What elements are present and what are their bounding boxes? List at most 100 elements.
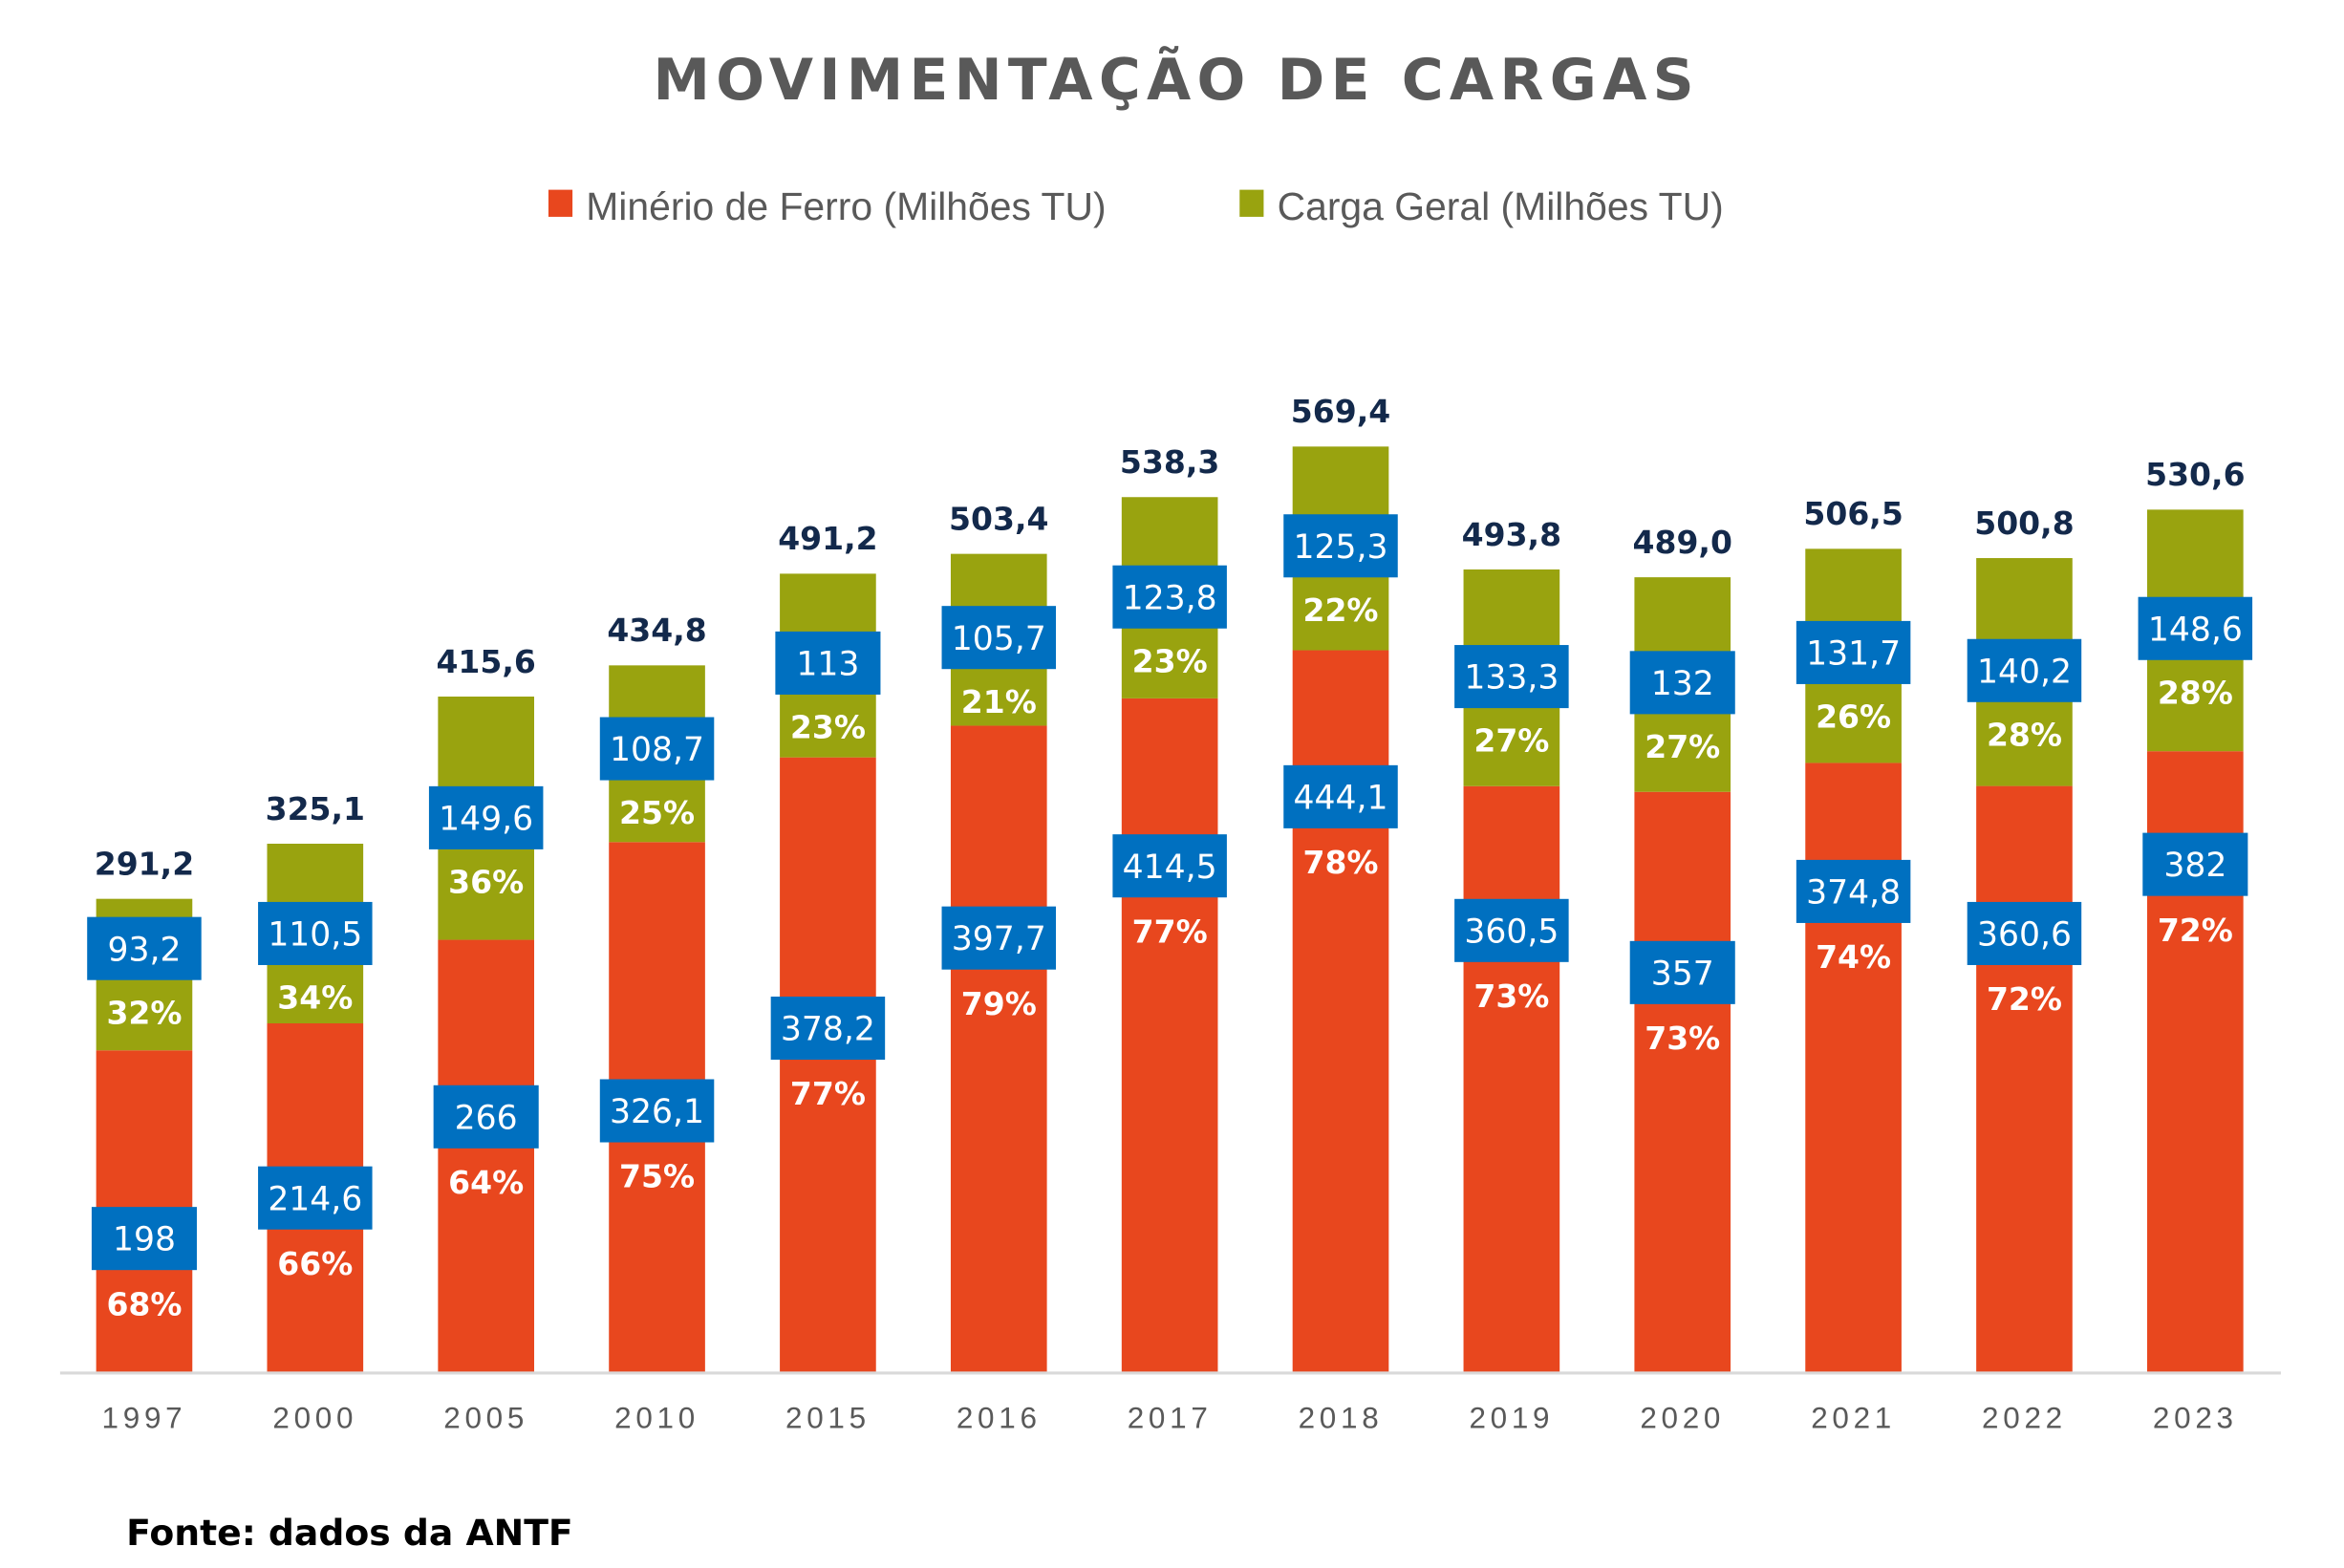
- source-note: Fonte: dados da ANTF: [126, 1512, 573, 1554]
- cargo-value-label-2022-box: [1967, 638, 2082, 702]
- cargo-percent-label-2021: 26%: [1816, 698, 1891, 736]
- total-label-2018: 569,4: [1291, 393, 1390, 430]
- cargo-value-label-1997: 93,2: [107, 931, 181, 969]
- cargo-value-label-2010: 108,7: [610, 731, 704, 769]
- cargo-value-label-2023: 148,6: [2148, 611, 2243, 649]
- bar-ore-2015: [780, 757, 876, 1373]
- x-tick-label-2015: 2015: [785, 1401, 871, 1434]
- cargo-percent-label-2018: 22%: [1302, 591, 1378, 629]
- total-label-2010: 434,8: [607, 612, 706, 649]
- x-tick-label-2010: 2010: [614, 1401, 699, 1434]
- legend-label-ore: Minério de Ferro (Milhões TU): [586, 184, 1106, 228]
- cargo-percent-label-2017: 23%: [1132, 642, 1208, 679]
- cargo-value-label-2023-box: [2138, 596, 2253, 660]
- ore-value-label-2015-box: [770, 996, 886, 1061]
- x-tick-label-2023: 2023: [2153, 1401, 2238, 1434]
- ore-value-label-1997: 198: [113, 1221, 176, 1259]
- ore-value-label-2020: 357: [1651, 955, 1714, 993]
- bar-ore-2005: [438, 939, 535, 1373]
- bar-ore-2022: [1976, 785, 2073, 1373]
- ore-value-label-2005-box: [433, 1085, 539, 1149]
- ore-percent-label-2016: 79%: [961, 985, 1037, 1022]
- ore-percent-label-2022: 72%: [1987, 980, 2062, 1018]
- total-label-2000: 325,1: [266, 790, 365, 827]
- cargo-value-label-2021-box: [1796, 620, 1911, 684]
- cargo-percent-label-1997: 32%: [106, 994, 182, 1031]
- ore-percent-label-1997: 68%: [106, 1285, 182, 1322]
- cargo-percent-label-2005: 36%: [448, 864, 524, 901]
- cargo-value-label-2005: 149,6: [439, 800, 533, 838]
- cargo-value-label-2016: 105,7: [952, 620, 1046, 658]
- ore-value-label-2023-box: [2142, 832, 2248, 896]
- cargo-value-label-2021: 131,7: [1806, 634, 1901, 673]
- bar-ore-2018: [1292, 650, 1389, 1373]
- cargo-value-label-1997-box: [87, 916, 202, 980]
- legend-label-cargo: Carga Geral (Milhões TU): [1278, 184, 1724, 228]
- cargo-value-label-2018: 125,3: [1294, 528, 1388, 567]
- x-tick-label-2018: 2018: [1299, 1401, 1384, 1434]
- cargo-value-label-2018-box: [1283, 514, 1398, 578]
- x-tick-label-2016: 2016: [957, 1401, 1042, 1434]
- bar-ore-2020: [1634, 791, 1731, 1373]
- ore-percent-label-2019: 73%: [1473, 977, 1549, 1015]
- ore-value-label-2020-box: [1629, 940, 1735, 1004]
- cargo-percent-label-2010: 25%: [619, 794, 695, 831]
- cargo-percent-label-2019: 27%: [1473, 722, 1549, 760]
- ore-value-label-2019-box: [1454, 898, 1569, 962]
- total-label-2016: 503,4: [949, 500, 1048, 537]
- ore-percent-label-2000: 66%: [277, 1245, 353, 1282]
- legend-swatch-cargo: [1239, 189, 1264, 217]
- x-tick-label-1997: 1997: [102, 1401, 187, 1434]
- cargo-value-label-2020: 132: [1651, 665, 1714, 703]
- ore-percent-label-2023: 72%: [2158, 912, 2233, 949]
- x-tick-label-2005: 2005: [443, 1401, 528, 1434]
- legend: Minério de Ferro (Milhões TU) Carga Gera…: [548, 184, 1724, 228]
- ore-value-label-2010: 326,1: [610, 1093, 704, 1131]
- ore-value-label-2010-box: [599, 1079, 715, 1143]
- ore-percent-label-2015: 77%: [790, 1075, 866, 1112]
- cargo-value-label-2016-box: [941, 606, 1057, 670]
- cargo-value-label-2005-box: [428, 785, 544, 849]
- cargo-value-label-2019: 133,3: [1464, 659, 1559, 698]
- ore-value-label-2018: 444,1: [1294, 779, 1388, 817]
- bar-ore-2016: [950, 725, 1047, 1373]
- ore-value-label-2016: 397,7: [952, 920, 1046, 958]
- bar-ore-2017: [1121, 698, 1218, 1373]
- ore-value-label-1997-box: [91, 1207, 197, 1271]
- ore-value-label-2021: 374,8: [1806, 874, 1901, 913]
- total-label-2015: 491,2: [778, 520, 877, 557]
- cargo-percent-label-2000: 34%: [277, 979, 353, 1017]
- ore-value-label-2000-box: [258, 1166, 373, 1230]
- ore-value-label-2017-box: [1112, 834, 1227, 898]
- ore-percent-label-2018: 78%: [1302, 844, 1378, 881]
- cargo-percent-label-2020: 27%: [1645, 728, 1720, 765]
- ore-percent-label-2020: 73%: [1645, 1020, 1720, 1057]
- cargo-value-label-2017-box: [1112, 565, 1227, 629]
- total-label-2020: 489,0: [1633, 524, 1732, 561]
- bar-ore-2019: [1463, 785, 1560, 1373]
- cargo-percent-label-2023: 28%: [2158, 674, 2233, 711]
- chart-title: MOVIMENTAÇÃO DE CARGAS: [653, 45, 1699, 114]
- ore-value-label-2022: 360,6: [1977, 916, 2072, 955]
- ore-value-label-2015: 378,2: [781, 1011, 875, 1049]
- ore-percent-label-2017: 77%: [1132, 913, 1208, 950]
- cargo-value-label-2010-box: [599, 717, 715, 781]
- ore-value-label-2021-box: [1796, 859, 1911, 923]
- ore-value-label-2018-box: [1283, 764, 1398, 828]
- cargo-value-label-2000: 110,5: [268, 916, 362, 955]
- total-label-2005: 415,6: [436, 643, 535, 680]
- ore-value-label-2019: 360,5: [1464, 913, 1559, 951]
- cargo-percent-label-2016: 21%: [961, 683, 1037, 720]
- total-label-2023: 530,6: [2145, 456, 2245, 493]
- total-label-2021: 506,5: [1803, 495, 1903, 532]
- legend-swatch-ore: [548, 189, 573, 217]
- x-tick-label-2000: 2000: [272, 1401, 357, 1434]
- ore-percent-label-2021: 74%: [1816, 938, 1891, 976]
- ore-value-label-2017: 414,5: [1123, 848, 1217, 887]
- total-label-2019: 493,8: [1462, 516, 1561, 553]
- total-label-1997: 291,2: [95, 846, 194, 883]
- cargo-value-label-2000-box: [258, 901, 373, 965]
- ore-value-label-2023: 382: [2163, 847, 2226, 885]
- x-tick-label-2022: 2022: [1982, 1401, 2067, 1434]
- x-tick-label-2021: 2021: [1811, 1401, 1896, 1434]
